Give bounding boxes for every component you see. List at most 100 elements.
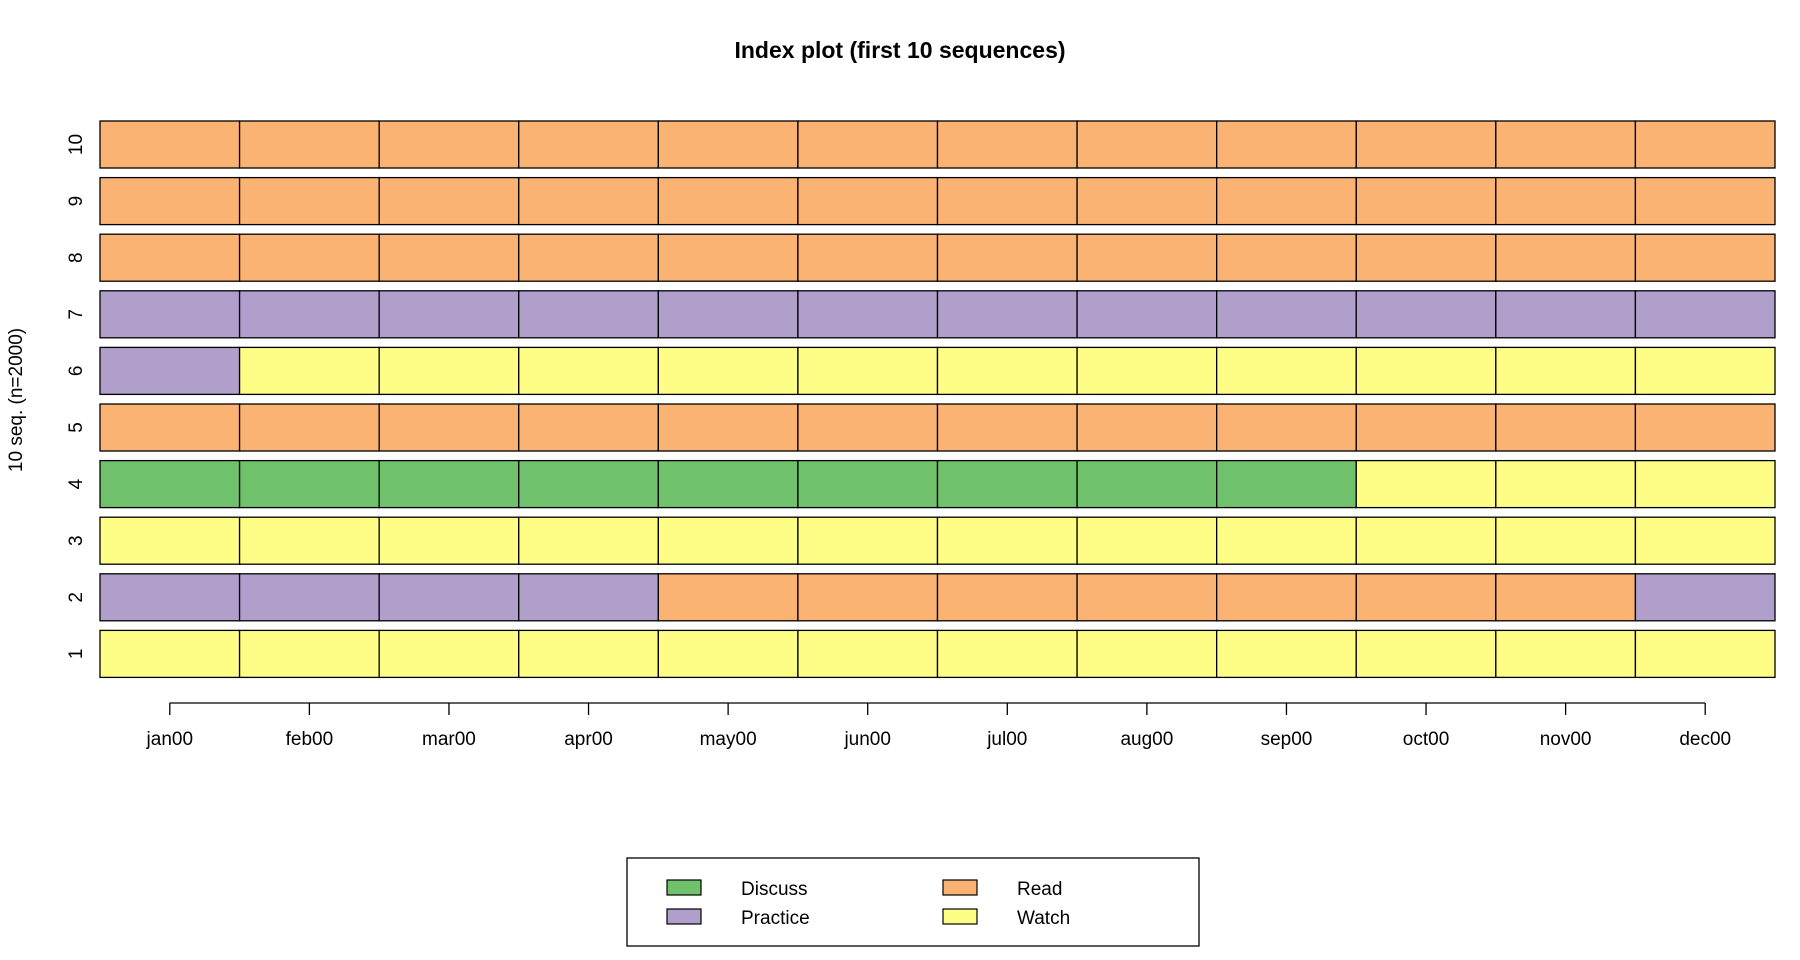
cell-seq-8-jun00 [797,233,939,282]
cell-seq-9-oct00 [1355,176,1497,226]
x-tick-label-jun00: jun00 [843,729,891,750]
cell-seq-8-jan00 [99,233,241,282]
y-tick-label-6: 6 [66,366,87,377]
cell-seq-7-nov00 [1495,290,1637,339]
cell-seq-8-aug00 [1076,233,1218,282]
cell-seq-10-nov00 [1495,120,1637,169]
cell-seq-5-jun00 [797,403,939,452]
cell-seq-9-feb00 [238,176,380,226]
cell-seq-2-sep00 [1216,573,1357,622]
cell-seq-10-dec00 [1634,120,1776,169]
cell-seq-10-apr00 [518,120,659,169]
cell-seq-9-apr00 [518,176,659,226]
legend-swatch-read [942,879,978,896]
cell-seq-2-nov00 [1495,573,1637,622]
x-tick-label-jan00: jan00 [146,729,194,750]
cell-seq-5-nov00 [1495,403,1637,452]
legend-swatch-discuss [666,879,702,896]
cell-seq-8-nov00 [1495,233,1637,282]
cell-seq-10-sep00 [1216,120,1357,169]
cell-seq-5-aug00 [1076,403,1218,452]
y-tick-label-10: 10 [66,134,87,155]
x-axis: jan00 feb00 mar00 apr00 may00 jun00 jul00 aug00… [146,702,1731,750]
cell-seq-10-feb00 [238,120,380,169]
cell-seq-4-jun00 [797,459,939,509]
cell-seq-7-aug00 [1076,290,1218,339]
cell-seq-4-oct00 [1355,459,1497,509]
x-tick-label-nov00: nov00 [1540,729,1592,750]
cell-seq-6-oct00 [1355,346,1497,396]
cell-seq-7-may00 [657,290,799,339]
y-tick-label-3: 3 [66,535,87,546]
cell-seq-9-sep00 [1216,176,1357,226]
cell-seq-1-may00 [657,629,799,679]
legend-label-practice: Practice [741,908,810,929]
cell-seq-1-dec00 [1634,629,1776,679]
cell-seq-5-feb00 [238,403,380,452]
cell-seq-9-aug00 [1076,176,1218,226]
cell-seq-3-jan00 [99,516,241,565]
cell-seq-1-feb00 [238,629,380,679]
y-tick-label-8: 8 [66,252,87,263]
legend-swatch-practice [666,908,702,925]
cell-seq-2-oct00 [1355,573,1497,622]
legend-label-discuss: Discuss [741,879,808,900]
cell-seq-4-nov00 [1495,459,1637,509]
cell-seq-4-aug00 [1076,459,1218,509]
cell-seq-10-oct00 [1355,120,1497,169]
cell-seq-7-jan00 [99,290,241,339]
cell-seq-3-may00 [657,516,799,565]
cell-seq-4-feb00 [238,459,380,509]
cell-seq-9-jun00 [797,176,939,226]
cell-seq-6-may00 [657,346,799,396]
cell-seq-3-sep00 [1216,516,1357,565]
cell-seq-7-apr00 [518,290,659,339]
x-tick-label-dec00: dec00 [1679,729,1731,750]
cell-seq-6-jan00 [99,346,241,396]
cell-seq-10-mar00 [378,120,520,169]
y-tick-label-2: 2 [66,592,87,603]
cell-seq-5-apr00 [518,403,659,452]
cell-seq-4-may00 [657,459,799,509]
x-tick-label-feb00: feb00 [286,729,334,750]
cell-seq-1-jul00 [936,629,1078,679]
cell-seq-9-may00 [657,176,799,226]
cell-seq-1-apr00 [518,629,659,679]
cell-seq-3-jul00 [936,516,1078,565]
cell-seq-1-jan00 [99,629,241,679]
cell-seq-8-oct00 [1355,233,1497,282]
cell-seq-6-nov00 [1495,346,1637,396]
cell-seq-3-nov00 [1495,516,1637,565]
cell-seq-1-mar00 [378,629,520,679]
cell-seq-7-feb00 [238,290,380,339]
legend-swatch-watch [942,908,978,925]
cell-seq-6-aug00 [1076,346,1218,396]
cell-seq-4-apr00 [518,459,659,509]
legend-label-read: Read [1017,879,1062,900]
cell-seq-7-sep00 [1216,290,1357,339]
cell-seq-3-aug00 [1076,516,1218,565]
cell-seq-4-jan00 [99,459,241,509]
cell-seq-6-mar00 [378,346,520,396]
cell-seq-8-mar00 [378,233,520,282]
cell-seq-9-jan00 [99,176,241,226]
x-tick-label-sep00: sep00 [1261,729,1313,750]
cell-seq-2-jan00 [99,573,241,622]
x-tick-label-apr00: apr00 [564,729,613,750]
cell-seq-5-jan00 [99,403,241,452]
chart-title: Index plot (first 10 sequences) [734,37,1065,63]
cell-seq-6-jul00 [936,346,1078,396]
cell-seq-5-oct00 [1355,403,1497,452]
cell-seq-5-sep00 [1216,403,1357,452]
legend-label-watch: Watch [1017,908,1070,929]
cell-seq-8-sep00 [1216,233,1357,282]
cell-seq-4-dec00 [1634,459,1776,509]
cell-seq-8-apr00 [518,233,659,282]
cell-seq-9-mar00 [378,176,520,226]
cell-seq-1-oct00 [1355,629,1497,679]
y-tick-label-5: 5 [66,422,87,433]
x-tick-label-aug00: aug00 [1120,729,1173,750]
cell-seq-10-may00 [657,120,799,169]
cell-seq-2-aug00 [1076,573,1218,622]
sequence-cells [99,120,1776,679]
